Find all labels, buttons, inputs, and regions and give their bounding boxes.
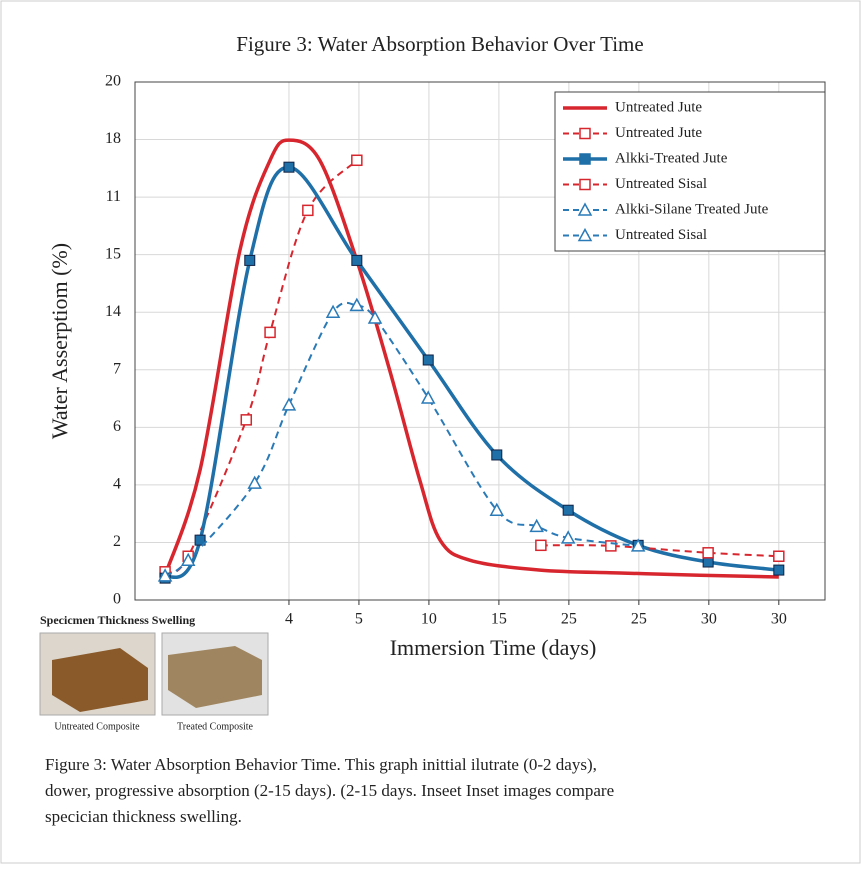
point: [349, 297, 365, 312]
point: [560, 530, 576, 544]
y-tick-label: 0: [113, 591, 121, 608]
legend-label: Untreated Sisal: [615, 227, 707, 243]
point: [420, 390, 436, 404]
point: [535, 539, 547, 552]
point: [281, 397, 297, 411]
point: [325, 304, 341, 318]
plot-border: [134, 81, 826, 601]
x-tick-label: 4: [285, 611, 293, 628]
legend-label: Untreated Jute: [615, 99, 702, 115]
legend-label: Alkki-Silane Treated Jute: [615, 201, 769, 217]
legend-marker: [579, 178, 591, 191]
y-tick-label: 6: [113, 418, 121, 435]
treated-sample: [168, 646, 262, 708]
point: [264, 326, 276, 339]
series-line: [163, 138, 779, 579]
y-axis-label: Water Asserptiom (%): [47, 243, 72, 439]
point: [351, 254, 363, 266]
point: [240, 414, 253, 426]
point: [491, 449, 503, 461]
y-tick-label: 4: [113, 476, 121, 493]
point: [773, 564, 785, 576]
point: [562, 504, 574, 516]
untreated-sample: [52, 648, 148, 712]
x-tick-label: 10: [421, 611, 437, 628]
point: [194, 534, 206, 546]
legend-marker: [579, 127, 591, 140]
point: [773, 550, 785, 563]
caption-line: Figure 3: Water Absorption Behavior Time…: [45, 755, 597, 774]
y-tick-label: 20: [105, 73, 121, 90]
caption-line: dower, progressive absorption (2-15 days…: [45, 781, 614, 800]
legend-marker: [577, 227, 593, 242]
x-tick-label: 25: [631, 611, 647, 628]
inset-label: Untreated Composite: [54, 721, 140, 732]
legend-marker: [577, 202, 593, 216]
y-tick-label: 2: [113, 533, 121, 550]
chart-title: Figure 3: Water Absorption Behavior Over…: [236, 32, 643, 56]
point: [180, 552, 196, 567]
y-tick-label: 18: [105, 130, 121, 147]
point: [247, 475, 262, 489]
point: [529, 518, 544, 533]
x-tick-label: 30: [771, 611, 787, 628]
legend-label: Untreated Jute: [615, 125, 702, 141]
x-tick-label: 5: [355, 611, 363, 628]
legend-box: [554, 91, 826, 252]
x-axis-label: Immersion Time (days): [390, 635, 597, 660]
point: [157, 568, 173, 582]
point: [351, 154, 363, 167]
legend-label: Untreated Sisal: [615, 176, 707, 192]
y-tick-label: 14: [105, 303, 121, 320]
y-tick-label: 7: [113, 360, 121, 377]
point: [422, 354, 434, 366]
inset-label: Treated Composite: [177, 721, 254, 732]
x-tick-label: 25: [561, 611, 577, 628]
x-tick-label: 15: [491, 611, 507, 628]
y-tick-label: 11: [106, 188, 121, 205]
y-tick-label: 15: [105, 245, 121, 262]
legend-label: Alkki-Treated Jute: [615, 150, 728, 166]
inset-title: Specicmen Thickness Swelling: [40, 613, 195, 627]
point: [283, 161, 295, 173]
point: [630, 538, 646, 552]
point: [244, 254, 256, 266]
point: [605, 540, 617, 552]
point: [489, 502, 505, 516]
legend-marker: [579, 153, 591, 165]
point: [302, 204, 314, 217]
series-line: [540, 544, 779, 558]
x-tick-label: 30: [701, 611, 717, 628]
point: [367, 310, 383, 324]
caption-line: specician thickness swelling.: [45, 807, 242, 826]
point: [702, 547, 714, 559]
